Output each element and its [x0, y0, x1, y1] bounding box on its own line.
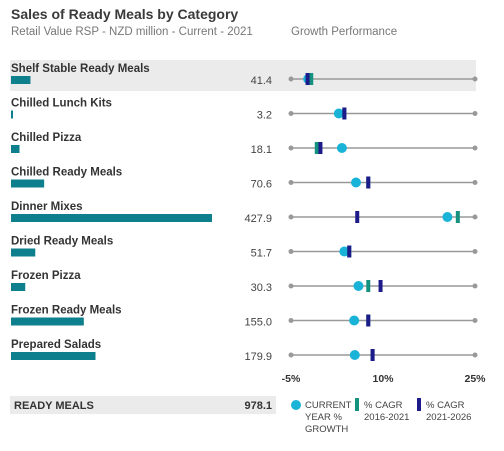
value-label: 155.0	[244, 317, 272, 329]
cagr-2021-2026-marker	[305, 73, 310, 85]
axis-start-dot	[288, 318, 294, 323]
value-bar	[11, 283, 26, 291]
value-bar	[11, 110, 13, 119]
current-growth-point	[336, 143, 347, 153]
axis-start-dot	[288, 111, 294, 116]
cagr-2021-2026-marker	[378, 280, 383, 292]
axis-end-dot	[472, 249, 478, 254]
axis-start-dot	[288, 283, 294, 289]
axis-end-dot	[472, 214, 478, 220]
axis-start-dot	[288, 76, 294, 82]
current-growth-point	[349, 350, 360, 360]
cagr-2016-2021-marker	[309, 73, 314, 85]
category-label: Chilled Ready Meals	[11, 167, 122, 179]
cagr-2021-2026-marker	[366, 314, 371, 327]
category-label: Chilled Pizza	[11, 132, 82, 144]
category-label: Chilled Lunch Kits	[11, 98, 112, 110]
current-growth-point	[333, 108, 344, 119]
total-label: READY MEALS	[14, 400, 94, 412]
value-bar	[11, 179, 45, 188]
row-band	[10, 60, 476, 91]
axis-end-dot	[472, 145, 478, 151]
growth-tick-label: 25%	[464, 373, 486, 385]
axis-start-dot	[288, 249, 294, 254]
cagr-2021-2026-marker	[347, 245, 352, 258]
legend-cagr-2021-2026-label: % CAGR 2021-2026	[426, 400, 471, 423]
current-growth-point	[353, 281, 364, 291]
legend-cagr-2016-2021-label: % CAGR 2016-2021	[364, 400, 409, 423]
cagr-2021-2026-marker	[370, 349, 375, 361]
cagr-2021-2026-marker	[342, 107, 347, 120]
total-row-band	[10, 396, 276, 414]
current-growth-point	[442, 212, 453, 222]
value-bar	[11, 352, 96, 360]
cagr-2021-2026-marker	[366, 176, 371, 189]
value-bar	[11, 145, 20, 153]
legend-current-growth-label: CURRENT YEAR % GROWTH	[305, 400, 352, 435]
category-label: Shelf Stable Ready Meals	[11, 63, 150, 75]
value-label: 3.2	[257, 110, 272, 122]
value-bar	[11, 214, 212, 222]
cagr-2016-2021-marker	[314, 142, 319, 154]
value-bar	[11, 248, 36, 257]
value-label: 41.4	[251, 75, 272, 87]
value-label: 18.1	[251, 144, 272, 156]
legend-cagr-2021-2026-icon	[417, 398, 421, 411]
current-growth-point	[339, 246, 350, 257]
value-bar	[11, 76, 31, 84]
axis-start-dot	[288, 214, 294, 220]
value-label: 51.7	[251, 248, 272, 260]
value-label: 30.3	[251, 282, 272, 294]
chart-subtitle: Retail Value RSP - NZD million - Current…	[11, 26, 253, 38]
category-label: Frozen Pizza	[11, 270, 81, 282]
growth-performance-header: Growth Performance	[291, 26, 398, 38]
category-label: Prepared Salads	[11, 339, 101, 351]
legend-cagr-2016-2021-icon	[355, 398, 359, 411]
value-label: 427.9	[244, 213, 272, 225]
growth-tick-label: -5%	[282, 373, 301, 385]
value-label: 70.6	[251, 179, 272, 191]
axis-start-dot	[288, 180, 294, 185]
legend-current-growth-icon	[291, 400, 301, 410]
current-growth-point	[349, 315, 360, 326]
axis-end-dot	[472, 283, 478, 289]
total-value: 978.1	[244, 400, 272, 412]
axis-end-dot	[472, 111, 478, 116]
axis-start-dot	[288, 145, 294, 151]
category-label: Frozen Ready Meals	[11, 305, 122, 317]
axis-end-dot	[472, 76, 478, 82]
current-growth-point	[351, 177, 362, 188]
axis-end-dot	[472, 180, 478, 185]
category-label: Dinner Mixes	[11, 201, 83, 213]
cagr-2021-2026-marker	[318, 142, 323, 154]
cagr-2016-2021-marker	[455, 211, 460, 223]
growth-tick-label: 10%	[372, 373, 394, 385]
axis-end-dot	[472, 352, 478, 358]
value-bar	[11, 317, 84, 326]
cagr-2021-2026-marker	[355, 211, 360, 223]
chart-title: Sales of Ready Meals by Category	[11, 6, 239, 22]
cagr-2016-2021-marker	[366, 280, 371, 292]
axis-end-dot	[472, 318, 478, 323]
axis-start-dot	[288, 352, 294, 358]
category-label: Dried Ready Meals	[11, 236, 113, 248]
value-label: 179.9	[244, 351, 272, 363]
